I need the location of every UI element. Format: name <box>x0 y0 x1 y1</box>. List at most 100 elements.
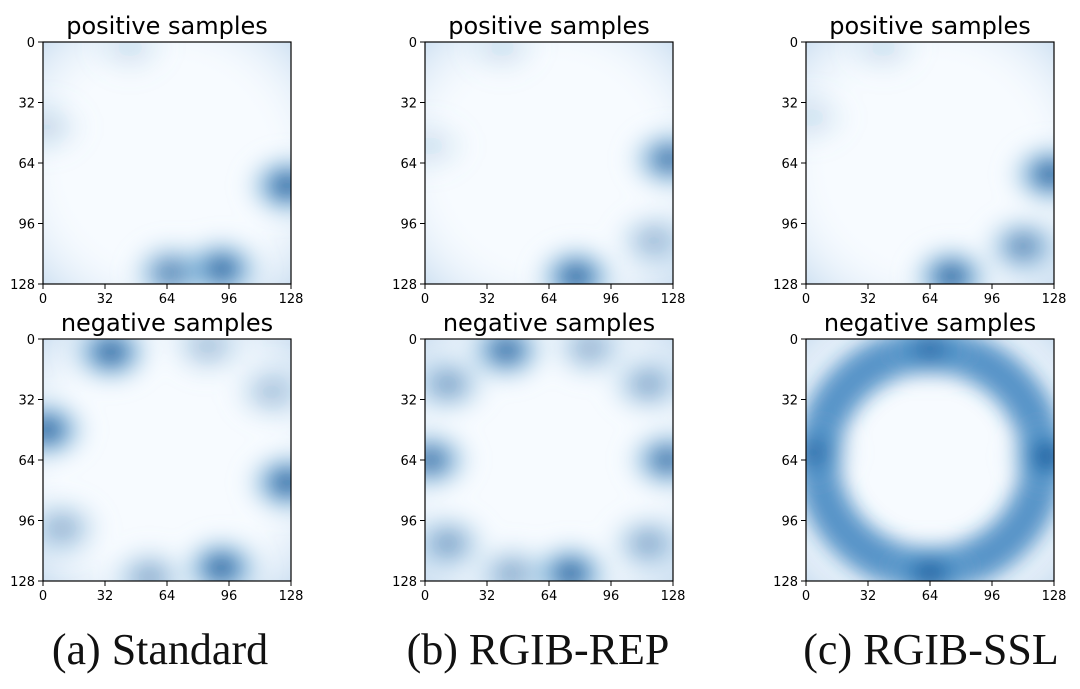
x-tick-label: 64 <box>541 292 558 307</box>
x-tick-label: 64 <box>922 292 939 307</box>
y-tick-label: 128 <box>392 575 417 590</box>
y-tick-label: 64 <box>400 157 417 172</box>
density-hotspot <box>175 531 268 581</box>
x-tick-label: 0 <box>802 292 810 307</box>
y-tick-label: 96 <box>781 218 798 233</box>
density-hotspot <box>225 355 291 428</box>
density-hotspot <box>837 42 930 84</box>
y-tick-label: 64 <box>781 157 798 172</box>
y-tick-label: 96 <box>781 515 798 530</box>
y-tick-label: 64 <box>18 157 35 172</box>
density-hotspot <box>425 109 477 182</box>
x-tick-label: 96 <box>603 589 620 604</box>
x-tick-label: 32 <box>97 589 114 604</box>
caption-a: (a) Standard <box>51 625 269 674</box>
heatmap-2-0 <box>806 42 1054 284</box>
x-tick-label: 32 <box>860 589 877 604</box>
x-tick-label: 128 <box>1042 589 1067 604</box>
heatmap-2-1 <box>806 339 1054 581</box>
y-tick-label: 0 <box>409 333 417 348</box>
x-tick-label: 0 <box>421 292 429 307</box>
y-tick-label: 64 <box>781 454 798 469</box>
density-hotspot <box>43 393 93 466</box>
density-hotspot <box>43 492 109 565</box>
panel-title: positive samples <box>829 12 1031 40</box>
density-hotspot <box>456 42 549 84</box>
y-tick-label: 32 <box>18 394 35 409</box>
y-tick-label: 96 <box>400 515 417 530</box>
y-tick-label: 0 <box>409 36 417 51</box>
x-tick-label: 64 <box>922 589 939 604</box>
x-tick-label: 96 <box>221 292 238 307</box>
density-hotspot <box>607 204 673 277</box>
density-hotspot <box>806 81 858 154</box>
y-tick-label: 32 <box>781 394 798 409</box>
y-tick-label: 96 <box>18 218 35 233</box>
x-tick-label: 0 <box>421 589 429 604</box>
y-tick-label: 64 <box>18 454 35 469</box>
y-tick-label: 128 <box>10 278 35 293</box>
panel-title: negative samples <box>443 309 655 337</box>
density-hotspot <box>623 123 673 196</box>
caption-b: (b) RGIB-REP <box>406 625 670 674</box>
y-tick-label: 32 <box>400 394 417 409</box>
caption-c: (c) RGIB-SSL <box>803 625 1059 674</box>
density-hotspot <box>977 210 1054 283</box>
density-hotspot <box>241 149 291 222</box>
panel-title: positive samples <box>66 12 268 40</box>
density-hotspot <box>466 537 559 581</box>
x-tick-label: 0 <box>39 292 47 307</box>
density-hotspot <box>1002 420 1054 493</box>
panel-title: negative samples <box>824 309 1036 337</box>
density-hotspot <box>425 424 477 496</box>
x-tick-label: 128 <box>279 589 304 604</box>
x-tick-label: 32 <box>479 292 496 307</box>
y-tick-label: 0 <box>27 36 35 51</box>
panel-title: positive samples <box>448 12 650 40</box>
x-tick-label: 64 <box>159 589 176 604</box>
x-tick-label: 96 <box>603 292 620 307</box>
density-hotspot <box>425 348 495 421</box>
density-hotspot <box>1004 138 1054 211</box>
y-tick-label: 0 <box>27 333 35 348</box>
density-hotspot <box>103 541 196 581</box>
y-tick-label: 0 <box>790 333 798 348</box>
y-tick-label: 32 <box>18 97 35 112</box>
density-hotspot <box>543 339 636 385</box>
heatmap-0-0 <box>43 42 291 284</box>
x-tick-label: 0 <box>39 589 47 604</box>
x-tick-label: 128 <box>279 292 304 307</box>
density-hotspot <box>601 507 673 580</box>
y-tick-label: 64 <box>400 454 417 469</box>
heatmap-1-0 <box>425 42 673 284</box>
y-tick-label: 96 <box>18 515 35 530</box>
y-tick-label: 128 <box>773 575 798 590</box>
density-hotspot <box>905 240 998 284</box>
x-tick-label: 32 <box>860 292 877 307</box>
x-tick-label: 64 <box>159 292 176 307</box>
x-tick-label: 32 <box>97 292 114 307</box>
x-tick-label: 128 <box>1042 292 1067 307</box>
density-hotspot <box>124 236 217 284</box>
x-tick-label: 128 <box>661 589 686 604</box>
y-tick-label: 128 <box>773 278 798 293</box>
y-tick-label: 128 <box>392 278 417 293</box>
x-tick-label: 96 <box>984 589 1001 604</box>
density-hotspot <box>884 339 976 385</box>
y-tick-label: 32 <box>400 97 417 112</box>
density-hotspot <box>84 42 177 84</box>
density-hotspot <box>621 424 673 496</box>
y-tick-label: 128 <box>10 575 35 590</box>
density-hotspot <box>64 339 157 389</box>
density-hotspot <box>43 91 93 164</box>
x-tick-label: 96 <box>221 589 238 604</box>
density-hotspot <box>884 537 976 581</box>
y-tick-label: 32 <box>781 97 798 112</box>
y-tick-label: 0 <box>790 36 798 51</box>
x-tick-label: 96 <box>984 292 1001 307</box>
density-hotspot <box>241 446 291 519</box>
x-tick-label: 32 <box>479 589 496 604</box>
x-tick-label: 64 <box>541 589 558 604</box>
y-tick-label: 96 <box>400 218 417 233</box>
